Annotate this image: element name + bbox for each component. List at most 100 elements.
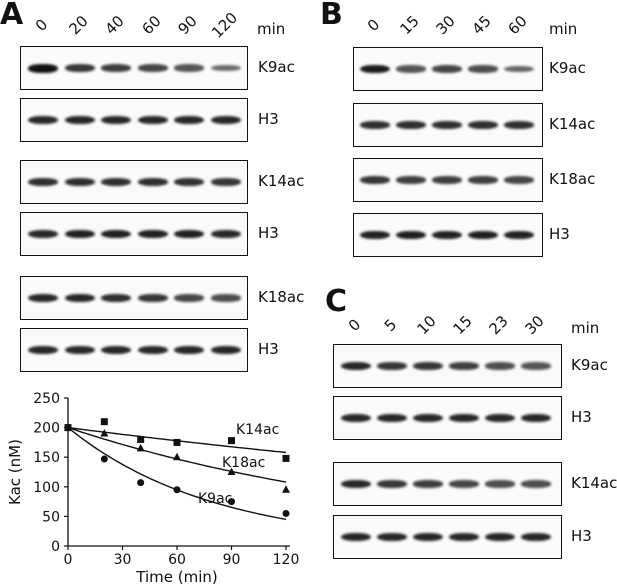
blot-band: [210, 64, 241, 72]
blot-band: [468, 230, 498, 240]
blot-band: [137, 115, 168, 125]
blot-band: [413, 480, 443, 488]
b-time-label: 0: [363, 15, 384, 35]
chart-data-points: [64, 418, 290, 517]
x-tick-label: 0: [64, 552, 73, 568]
blot-band: [396, 120, 426, 130]
c-time-label: 15: [449, 312, 476, 339]
c-time-label: 23: [485, 312, 512, 339]
blot-band: [485, 532, 515, 542]
y-tick-label: 50: [42, 509, 60, 525]
blot-band: [521, 532, 551, 542]
a-unit-label: min: [257, 20, 286, 38]
blot-band: [101, 177, 131, 187]
a-time-label: 120: [207, 8, 241, 42]
blot-band: [101, 229, 131, 239]
blot-band: [64, 293, 95, 303]
blot-band: [341, 361, 371, 371]
blot-band: [64, 115, 95, 125]
blot-band: [468, 65, 498, 73]
blot-band: [377, 413, 407, 423]
y-tick-label: 100: [33, 480, 60, 496]
c-unit-label: min: [571, 319, 600, 337]
c-blot-h3: [333, 515, 562, 559]
b-time-label: 30: [432, 12, 459, 39]
blot-band: [210, 229, 241, 239]
blot-band: [521, 480, 551, 488]
x-tick-label: 120: [273, 552, 300, 568]
blot-band: [64, 64, 95, 72]
b-blot-label: K18ac: [549, 170, 596, 188]
blot-band: [432, 176, 462, 184]
point-k18ac: [136, 443, 145, 452]
x-tick-label: 90: [223, 552, 241, 568]
x-axis-title: Time (min): [135, 568, 217, 586]
panel-letter-b: B: [320, 0, 343, 32]
blot-band: [485, 413, 515, 423]
b-blot-k18ac: [353, 158, 543, 202]
a-time-label: 40: [101, 12, 128, 39]
blot-band: [396, 176, 426, 184]
blot-band: [504, 176, 534, 184]
b-blot-k9ac: [353, 47, 543, 91]
blot-band: [28, 345, 58, 355]
b-time-label: 60: [504, 12, 531, 39]
blot-band: [174, 64, 204, 72]
blot-band: [210, 294, 241, 302]
chart-axes: 0 30 60 90 120 0 50 100 150 200 250 Time (min) Kac (…: [6, 391, 299, 586]
c-blot-k14ac: [333, 462, 562, 506]
blot-band: [377, 532, 407, 542]
blot-band: [210, 115, 241, 125]
blot-band: [210, 345, 241, 355]
point-k18ac: [227, 467, 236, 475]
point-k9ac: [282, 509, 290, 517]
c-blot-h3: [333, 396, 562, 440]
b-blot-k14ac: [353, 103, 543, 147]
blot-band: [413, 532, 443, 542]
point-k9ac: [137, 479, 145, 487]
y-tick-label: 0: [51, 539, 60, 555]
blot-band: [360, 176, 390, 184]
blot-band: [64, 345, 95, 355]
blot-band: [174, 229, 204, 239]
blot-band: [137, 294, 168, 302]
b-blot-label: H3: [549, 225, 570, 243]
blot-band: [396, 65, 426, 73]
point-k14ac: [137, 435, 145, 443]
blot-band: [28, 293, 58, 303]
x-tick-label: 30: [114, 552, 132, 568]
blot-band: [360, 120, 390, 130]
blot-band: [341, 532, 371, 542]
point-k14ac: [228, 437, 235, 445]
series-label-k14ac: K14ac: [236, 422, 279, 438]
point-k14ac: [173, 438, 181, 446]
blot-band: [360, 64, 390, 74]
series-label-k9ac: K9ac: [198, 491, 232, 507]
a-blot-k9ac: [20, 46, 248, 90]
blot-band: [174, 177, 204, 187]
blot-band: [485, 480, 515, 488]
c-blot-label: K9ac: [571, 356, 608, 374]
c-blot-label: H3: [571, 527, 592, 545]
a-blot-label: K9ac: [258, 58, 295, 76]
point-k9ac: [173, 486, 181, 494]
b-blot-label: K9ac: [549, 59, 586, 77]
a-blot-h3: [20, 328, 248, 372]
blot-band: [210, 178, 241, 186]
a-blot-label: H3: [258, 110, 279, 128]
y-tick-label: 250: [33, 391, 60, 407]
c-blot-label: H3: [571, 408, 592, 426]
blot-band: [174, 115, 204, 125]
blot-band: [449, 362, 479, 370]
a-time-label: 60: [138, 12, 165, 39]
blot-band: [521, 413, 551, 423]
blot-band: [137, 64, 168, 72]
c-blot-k9ac: [333, 344, 562, 388]
blot-band: [468, 176, 498, 184]
y-axis-title: Kac (nM): [6, 439, 24, 505]
blot-band: [396, 230, 426, 240]
a-time-label: 0: [31, 15, 52, 35]
blot-band: [504, 230, 534, 240]
a-blot-k18ac: [20, 276, 248, 320]
blot-band: [101, 64, 131, 72]
